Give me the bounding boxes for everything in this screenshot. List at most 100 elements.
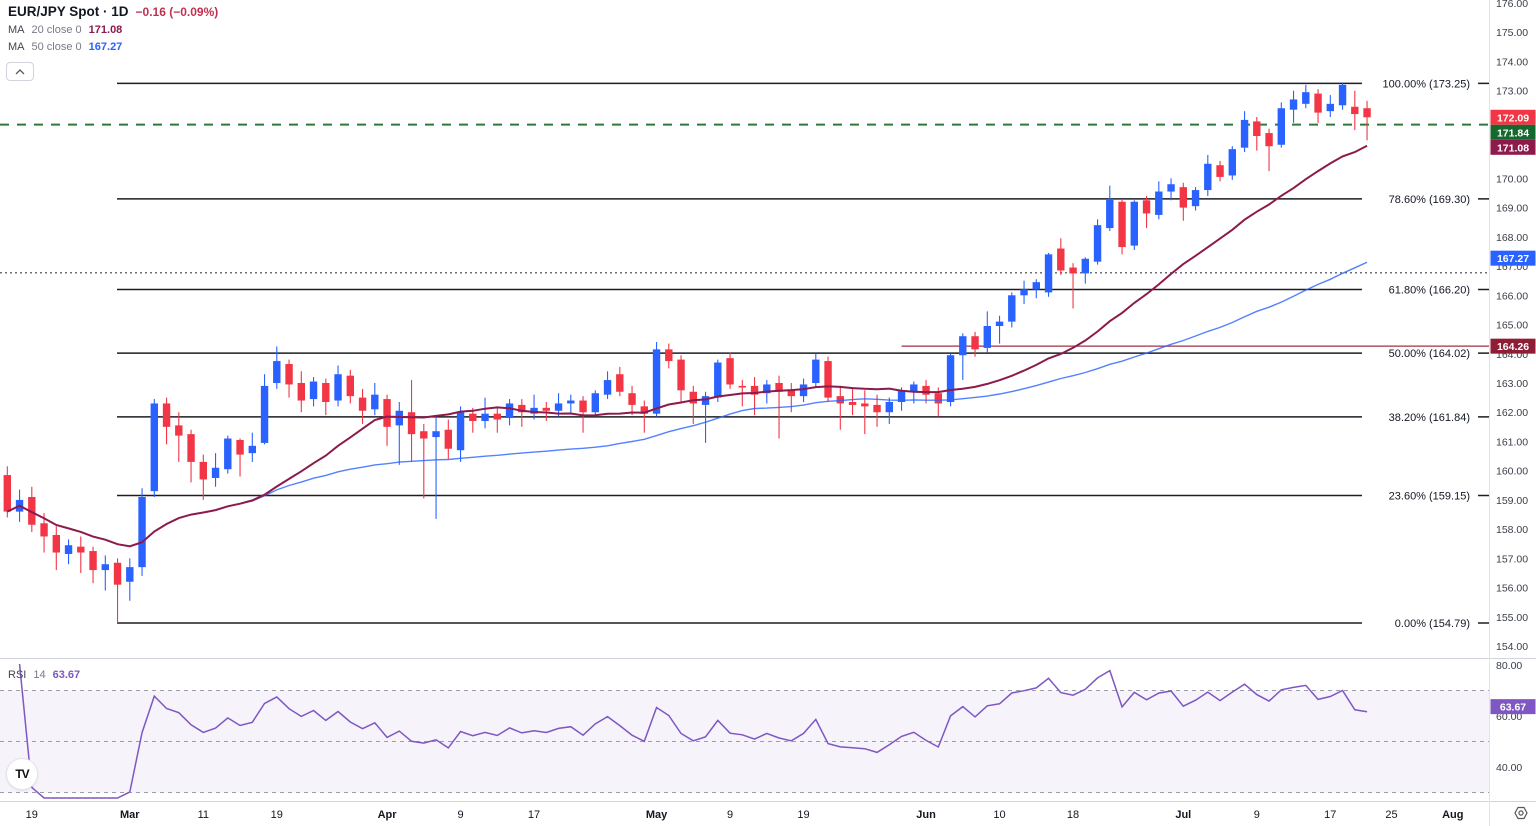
candle (162, 397, 171, 445)
candle (1057, 238, 1065, 275)
prev-close-badge-text: 171.84 (1497, 127, 1529, 139)
candle (456, 406, 465, 462)
candle (1106, 185, 1114, 231)
candle (542, 401, 550, 421)
last-price-badge-text: 172.09 (1497, 112, 1529, 124)
timezone-settings-button[interactable] (1509, 802, 1533, 824)
price-tick: 159.00 (1496, 495, 1528, 507)
candle (371, 382, 379, 416)
candle (616, 366, 624, 397)
candle (1240, 111, 1249, 153)
rsi-badge-text: 63.67 (1500, 702, 1526, 714)
candle (89, 546, 97, 584)
candle (1265, 128, 1273, 172)
time-tick-month: Apr (378, 809, 398, 821)
candle (101, 555, 109, 591)
collapse-legend-button[interactable] (6, 62, 34, 81)
ma50-value: 167.27 (88, 41, 123, 53)
rsi-tick: 80.00 (1496, 660, 1522, 672)
candle (1044, 252, 1053, 297)
fib-label-bg (1362, 408, 1478, 424)
candle (946, 353, 955, 407)
candle (567, 394, 575, 414)
candle (432, 418, 440, 519)
time-tick: 25 (1385, 809, 1397, 821)
candle (885, 397, 893, 424)
fib-label-bg (1362, 281, 1478, 297)
price-tick: 165.00 (1496, 320, 1528, 332)
candle (1093, 219, 1102, 265)
candle (1191, 187, 1200, 211)
candle (995, 315, 1004, 344)
time-axis[interactable]: 19 Mar 11 19 Apr 9 17 May 9 19 Jun 10 18 Jul 9 17 25 Aug (26, 809, 1464, 821)
candle (1142, 195, 1151, 229)
fib-retracement[interactable]: 100.00% (173.25) 78.60% (169.30) 61.80% (1… (117, 75, 1489, 630)
level-value-badge (1490, 338, 1536, 354)
candle (873, 394, 881, 427)
ma50-legend-row[interactable]: MA 50 close 0 167.27 (8, 41, 218, 53)
time-tick-month: Jul (1175, 809, 1191, 821)
candle (787, 382, 795, 413)
time-tick: 9 (1254, 809, 1260, 821)
ma20-legend-row[interactable]: MA 20 close 0 171.08 (8, 24, 218, 36)
fib-label-bg (1362, 75, 1478, 91)
time-tick: 17 (1324, 809, 1336, 821)
candle (175, 412, 183, 462)
candle (1081, 257, 1089, 284)
ma20-value-badge-text: 171.08 (1497, 142, 1529, 154)
candle (677, 355, 685, 404)
candle (285, 359, 293, 398)
candle (236, 438, 244, 477)
price-tick: 158.00 (1496, 524, 1528, 536)
rsi-pane[interactable] (0, 663, 1489, 799)
time-tick: 18 (1067, 809, 1079, 821)
candle (812, 353, 820, 388)
candle (1179, 182, 1187, 221)
price-tick: 174.00 (1496, 56, 1528, 68)
candle (799, 378, 808, 402)
candle (126, 558, 134, 601)
price-tick: 163.00 (1496, 378, 1528, 390)
candle (444, 419, 452, 459)
candle (1155, 181, 1163, 220)
price-tick: 168.00 (1496, 232, 1528, 244)
candle (1020, 280, 1028, 305)
price-tick: 166.00 (1496, 290, 1528, 302)
candle (211, 453, 220, 487)
candle (603, 371, 612, 400)
time-tick: 10 (993, 809, 1005, 821)
time-tick-month: May (646, 809, 668, 821)
candle (1216, 160, 1224, 182)
rsi-legend-row[interactable]: RSI 14 63.67 (8, 669, 80, 681)
price-tick: 173.00 (1496, 86, 1528, 98)
candle (346, 369, 354, 404)
ma50-value-badge (1490, 250, 1536, 266)
candle (297, 371, 305, 413)
candle (518, 399, 526, 427)
chevron-up-icon (15, 68, 25, 74)
fib-label: 78.60% (169.30) (1389, 194, 1470, 206)
fib-label: 23.60% (159.15) (1389, 491, 1470, 503)
tradingview-logo[interactable]: TV (6, 758, 38, 790)
candle (322, 378, 330, 416)
ma50-label: MA (8, 41, 25, 53)
candle (77, 536, 85, 573)
candle (971, 331, 979, 357)
candle (138, 488, 146, 576)
fib-label: 38.20% (161.84) (1389, 412, 1470, 424)
candle (199, 454, 207, 500)
rsi-value: 63.67 (52, 669, 81, 681)
price-tick: 161.00 (1496, 436, 1528, 448)
price-tick: 169.00 (1496, 203, 1528, 215)
symbol-legend-row[interactable]: EUR/JPY Spot · 1D −0.16 (−0.09%) (8, 4, 218, 19)
candle (714, 359, 722, 402)
candle (260, 374, 269, 445)
candle (1351, 90, 1359, 131)
price-tick: 170.00 (1496, 173, 1528, 185)
candle (334, 365, 342, 407)
candle (1314, 89, 1322, 123)
ma50-value-badge-text: 167.27 (1497, 253, 1529, 265)
candle (848, 387, 857, 416)
